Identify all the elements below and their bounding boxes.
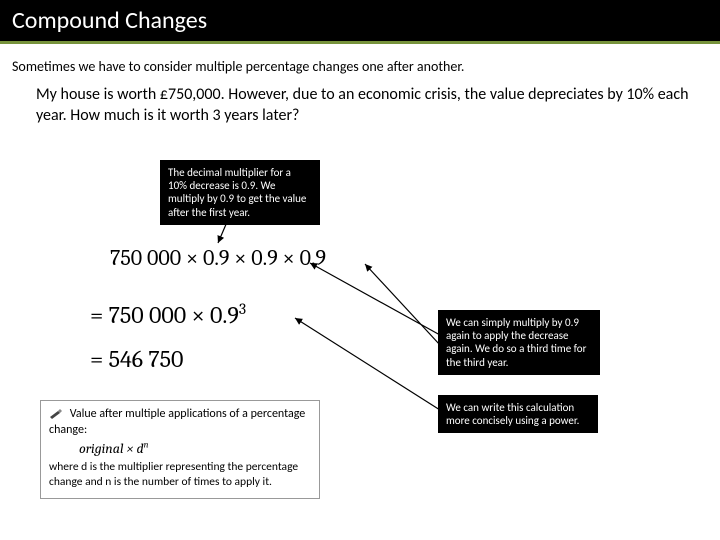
equation-line-2: = 750 000 × 0.93 (90, 300, 246, 329)
callout-repeat: We can simply multiply by 0.9 again to a… (438, 310, 600, 375)
slide-title: Compound Changes (12, 6, 207, 35)
intro-text: Sometimes we have to consider multiple p… (12, 58, 720, 75)
formula-exponent: n (144, 441, 149, 451)
arrow-c3-to-eq2 (295, 318, 440, 410)
arrow-c2-to-eq1a (310, 263, 440, 335)
formula-base: original × d (79, 440, 144, 457)
equation-line-3: = 546 750 (90, 345, 183, 373)
equation-2-base: = 750 000 × 0.9 (90, 301, 239, 329)
arrow-c2-to-eq1b (365, 264, 440, 345)
formula-expression: original × dn (79, 440, 311, 458)
callout-power: We can write this calculation more conci… (438, 395, 598, 433)
formula-note: where d is the multiplier representing t… (49, 460, 311, 490)
equation-2-exponent: 3 (239, 300, 246, 318)
pencil-icon (49, 409, 63, 419)
formula-box: Value after multiple applications of a p… (40, 400, 320, 499)
callout-multiplier: The decimal multiplier for a 10% decreas… (160, 160, 320, 225)
problem-text: My house is worth £750,000. However, due… (36, 85, 692, 127)
slide-title-bar: Compound Changes (0, 0, 720, 44)
formula-lead: Value after multiple applications of a p… (49, 407, 305, 437)
equation-line-1: 750 000 × 0.9 × 0.9 × 0.9 (110, 245, 326, 271)
